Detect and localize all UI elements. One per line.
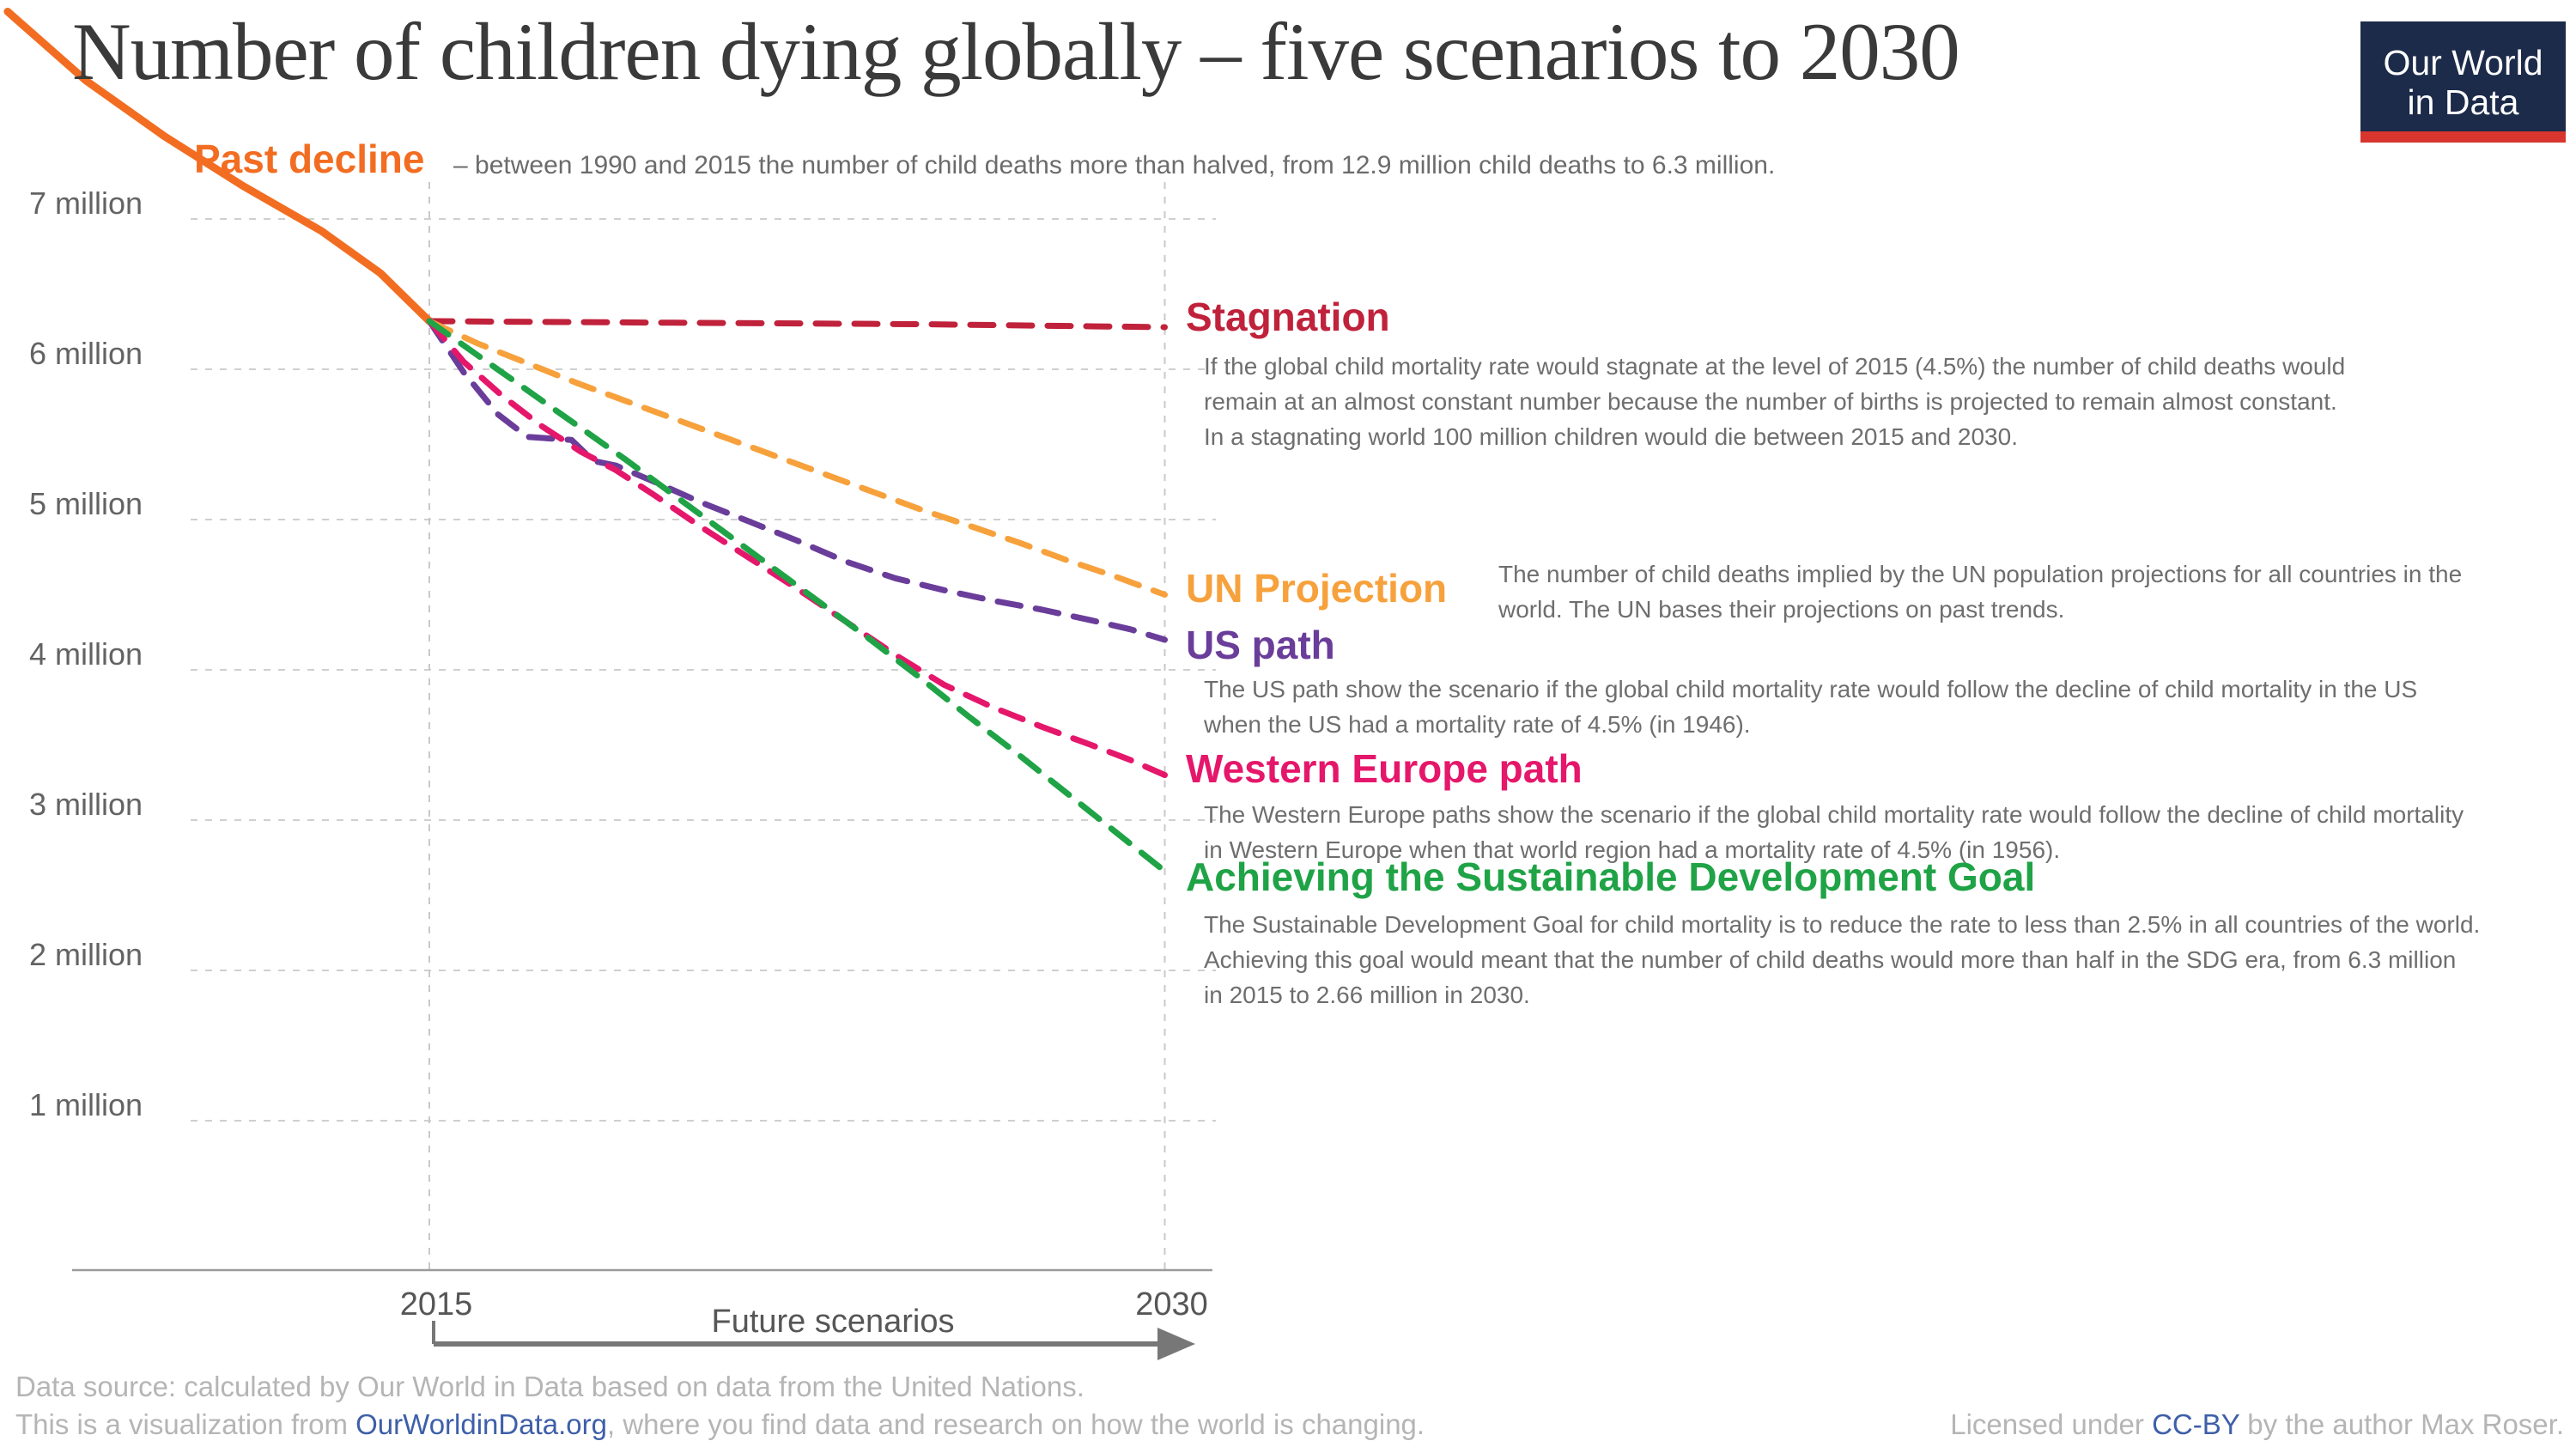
footer-visualization-note: This is a visualization from OurWorldinD… [15, 1408, 1425, 1441]
owid-logo-line1: Our World [2383, 42, 2543, 82]
y-axis-label: 4 million [29, 636, 143, 672]
desc-line: in 2015 to 2.66 million in 2030. [1204, 982, 1530, 1008]
desc-line: The Sustainable Development Goal for chi… [1204, 911, 2481, 938]
footer-text: by the author Max Roser. [2239, 1408, 2564, 1440]
y-axis-label: 1 million [29, 1087, 143, 1122]
series-line-achieving-the-sustainable-development-goal [426, 318, 1168, 874]
series-line-past-decline [3, 8, 434, 325]
scenario-desc-western-europe-path: The Western Europe paths show the scenar… [1204, 797, 2464, 867]
footer-text: This is a visualization from [15, 1408, 356, 1440]
scenario-desc-un-projection: The number of child deaths implied by th… [1498, 556, 2462, 627]
y-axis-label: 3 million [29, 787, 143, 822]
series-line-un-projection [426, 318, 1168, 598]
owid-logo-stripe [2360, 131, 2566, 143]
page-title: Number of children dying globally – five… [72, 6, 1960, 97]
scenario-desc-stagnation: If the global child mortality rate would… [1204, 349, 2345, 454]
scenario-desc-us-path: The US path show the scenario if the glo… [1204, 672, 2417, 742]
footer-text: , where you find data and research on ho… [606, 1408, 1425, 1440]
desc-line: world. The UN bases their projections on… [1498, 596, 2065, 623]
y-axis-label: 7 million [29, 185, 143, 221]
desc-line: Achieving this goal would meant that the… [1204, 946, 2457, 973]
footer-data-source: Data source: calculated by Our World in … [15, 1371, 1084, 1402]
desc-line: The Western Europe paths show the scenar… [1204, 801, 2464, 828]
future-scenarios-label: Future scenarios [711, 1304, 955, 1340]
y-axis-label: 6 million [29, 336, 143, 371]
scenario-title-western-europe-path: Western Europe path [1186, 746, 1583, 791]
cc-by-link[interactable]: CC-BY [2152, 1408, 2240, 1440]
desc-line: remain at an almost constant number beca… [1204, 388, 2337, 415]
desc-line: In a stagnating world 100 million childr… [1204, 423, 2018, 450]
scenario-title-us-path: US path [1186, 623, 1335, 667]
y-axis-label: 5 million [29, 486, 143, 521]
scenario-desc-sdg: The Sustainable Development Goal for chi… [1204, 907, 2480, 1012]
desc-line: when the US had a mortality rate of 4.5%… [1204, 711, 1751, 738]
x-axis-label: 2030 [1135, 1286, 1208, 1322]
past-decline-subtitle: – between 1990 and 2015 the number of ch… [453, 151, 1776, 179]
footer-license: Licensed under CC-BY by the author Max R… [1950, 1408, 2564, 1441]
series-line-us-path [426, 318, 1168, 643]
scenario-title-un-projection: UN Projection [1186, 566, 1448, 611]
owid-logo-line2: in Data [2407, 82, 2519, 122]
owid-logo: Our World in Data [2360, 21, 2566, 143]
desc-line: The number of child deaths implied by th… [1498, 561, 2463, 587]
desc-line: If the global child mortality rate would… [1204, 353, 2346, 380]
arrow-head-icon [1157, 1328, 1195, 1360]
past-decline-label: Past decline [194, 137, 425, 181]
desc-line: The US path show the scenario if the glo… [1204, 676, 2418, 702]
desc-line: in Western Europe when that world region… [1204, 836, 2061, 863]
scenario-title-sdg: Achieving the Sustainable Development Go… [1186, 854, 2036, 899]
footer-text: Licensed under [1950, 1408, 2153, 1440]
series-line-western-europe-path [426, 318, 1168, 778]
scenario-title-stagnation: Stagnation [1186, 295, 1390, 339]
series-line-stagnation [426, 318, 1168, 331]
x-axis-label: 2015 [400, 1286, 473, 1322]
y-axis-label: 2 million [29, 937, 143, 972]
owid-link[interactable]: OurWorldinData.org [355, 1408, 607, 1440]
